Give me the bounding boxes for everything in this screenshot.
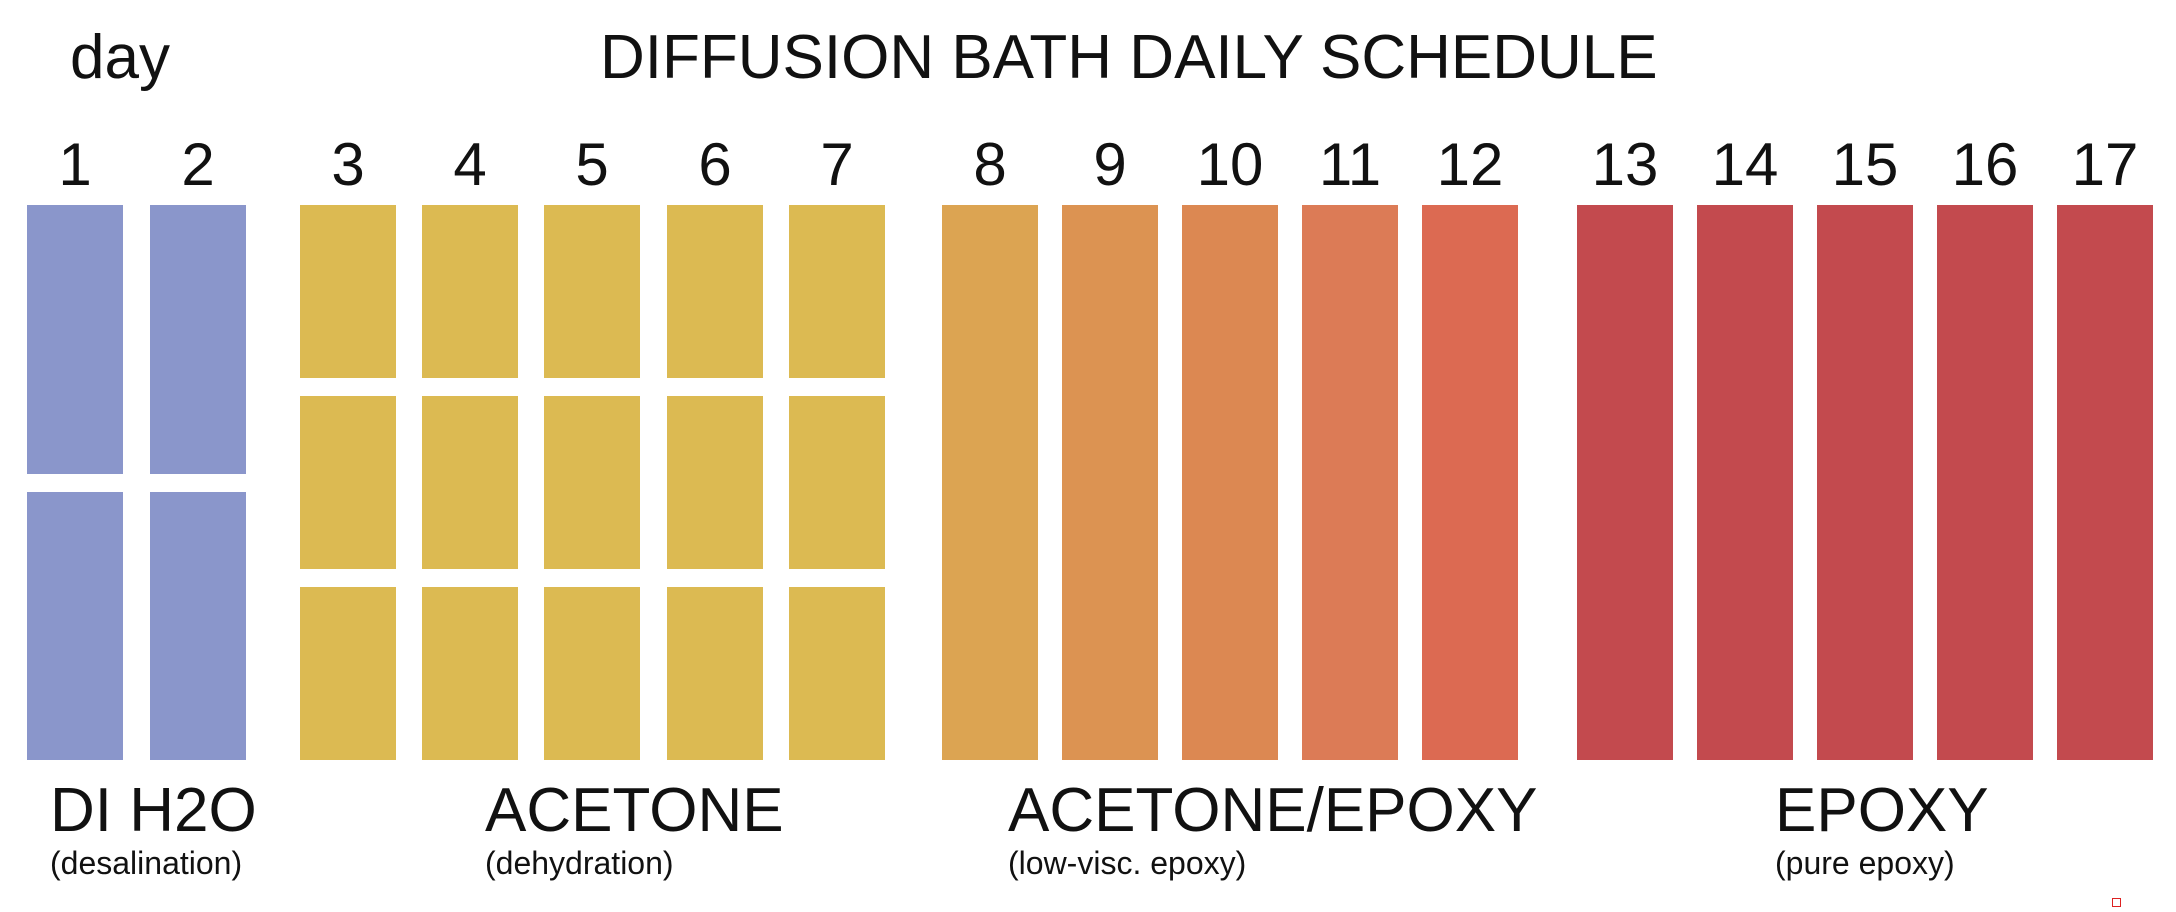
day-axis-label: day <box>70 23 170 92</box>
day-number-14: 14 <box>1711 131 1779 198</box>
bath-block-day-5-2 <box>544 396 640 569</box>
bath-block-day-3-2 <box>300 396 396 569</box>
bath-block-day-7-2 <box>789 396 885 569</box>
group-label-epoxy: EPOXY <box>1775 776 1989 845</box>
bath-block-day-4-3 <box>422 587 518 760</box>
bath-block-day-4-2 <box>422 396 518 569</box>
bath-block-day-4-1 <box>422 205 518 378</box>
bath-block-day-5-3 <box>544 587 640 760</box>
bath-block-day-16-1 <box>1937 205 2033 760</box>
bath-block-day-11-1 <box>1302 205 1398 760</box>
day-number-12: 12 <box>1436 131 1504 198</box>
day-number-15: 15 <box>1831 131 1899 198</box>
day-number-2: 2 <box>181 131 215 198</box>
corner-mark-icon <box>2112 898 2121 907</box>
group-label-di-h2o: DI H2O <box>50 776 257 845</box>
bath-block-day-3-1 <box>300 205 396 378</box>
bath-block-day-3-3 <box>300 587 396 760</box>
bath-block-day-15-1 <box>1817 205 1913 760</box>
bath-block-day-12-1 <box>1422 205 1518 760</box>
group-subtitle-epoxy: (pure epoxy) <box>1775 845 1955 881</box>
bath-block-day-2-2 <box>150 491 246 760</box>
bath-block-day-6-2 <box>667 396 763 569</box>
day-number-10: 10 <box>1196 131 1264 198</box>
bath-block-day-5-1 <box>544 205 640 378</box>
bath-block-day-7-1 <box>789 205 885 378</box>
bath-block-day-8-1 <box>942 205 1038 760</box>
bath-block-day-1-1 <box>27 205 123 474</box>
day-number-4: 4 <box>453 131 487 198</box>
bath-block-day-6-3 <box>667 587 763 760</box>
group-label-acetone: ACETONE <box>485 776 784 845</box>
day-number-16: 16 <box>1951 131 2019 198</box>
bath-block-day-7-3 <box>789 587 885 760</box>
group-subtitle-di-h2o: (desalination) <box>50 845 243 881</box>
day-number-1: 1 <box>58 131 92 198</box>
bath-block-day-9-1 <box>1062 205 1158 760</box>
bath-block-day-6-1 <box>667 205 763 378</box>
day-number-8: 8 <box>973 131 1007 198</box>
bath-block-day-17-1 <box>2057 205 2153 760</box>
diagram-title: DIFFUSION BATH DAILY SCHEDULE <box>600 23 1658 92</box>
group-subtitle-acetone-epoxy: (low-visc. epoxy) <box>1008 845 1247 881</box>
group-label-acetone-epoxy: ACETONE/EPOXY <box>1008 776 1538 845</box>
bath-block-day-1-2 <box>27 491 123 760</box>
day-number-13: 13 <box>1591 131 1659 198</box>
day-number-5: 5 <box>575 131 609 198</box>
day-number-11: 11 <box>1318 131 1382 198</box>
day-number-9: 9 <box>1093 131 1127 198</box>
bath-block-day-13-1 <box>1577 205 1673 760</box>
bath-block-day-2-1 <box>150 205 246 474</box>
bath-block-day-14-1 <box>1697 205 1793 760</box>
group-subtitle-acetone: (dehydration) <box>485 845 674 881</box>
day-number-17: 17 <box>2071 131 2139 198</box>
day-number-3: 3 <box>331 131 365 198</box>
bath-block-day-10-1 <box>1182 205 1278 760</box>
day-number-6: 6 <box>698 131 732 198</box>
day-number-7: 7 <box>820 131 854 198</box>
